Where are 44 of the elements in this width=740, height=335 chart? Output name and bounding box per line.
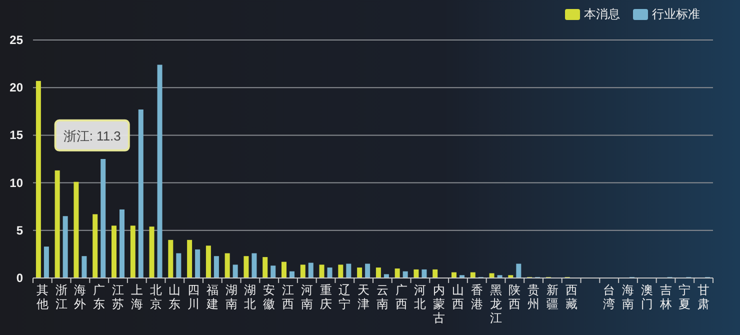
x-tick-label: 河南 — [300, 283, 313, 311]
x-tick-label: 贵州 — [528, 283, 540, 311]
legend-label: 行业标准 — [652, 7, 700, 21]
x-tick-label: 天津 — [358, 283, 370, 311]
y-tick-label: 5 — [16, 223, 24, 238]
x-tick-label: 新疆 — [546, 283, 558, 311]
x-tick-label: 吉林 — [658, 283, 672, 311]
x-tick-label: 宁夏 — [678, 283, 691, 311]
x-tick-label: 江苏 — [112, 283, 124, 311]
x-tick-label: 安徽 — [263, 283, 276, 311]
y-tick-label: 15 — [10, 128, 24, 142]
y-tick-label: 20 — [10, 80, 24, 95]
x-tick-label: 海外 — [74, 283, 86, 311]
x-tick-label: 甘肃 — [698, 283, 710, 311]
x-tick-label: 湖北 — [244, 283, 256, 311]
x-tick-label: 陕西 — [508, 283, 521, 311]
x-tick-label: 浙江 — [55, 283, 68, 311]
x-tick-label: 四川 — [188, 283, 200, 311]
x-tick-label: 香港 — [470, 283, 483, 311]
x-tick-label: 山东 — [168, 283, 181, 311]
x-tick-label: 其他 — [36, 283, 48, 311]
x-tick-label: 重庆 — [320, 283, 332, 311]
x-tick-label: 山西 — [452, 283, 464, 311]
x-tick-label: 辽宁 — [338, 283, 351, 311]
x-tick-label: 湖南 — [225, 283, 238, 311]
x-tick-label: 内蒙古 — [433, 283, 446, 325]
x-tick-label: 广西 — [395, 283, 408, 311]
x-tick-label: 云南 — [376, 283, 388, 311]
x-tick-label: 黑龙江 — [490, 283, 502, 325]
x-tick-label: 河北 — [414, 283, 426, 311]
x-tick-label: 福建 — [205, 283, 218, 311]
x-tick-label: 海南 — [622, 283, 634, 311]
x-tick-label: 江西 — [282, 283, 294, 311]
x-tick-label: 西藏 — [565, 283, 578, 311]
y-tick-label: 10 — [10, 176, 24, 190]
annotation: 浙江: 11.3 — [63, 128, 121, 144]
x-tick-label: 台湾 — [603, 283, 616, 311]
x-tick-label: 澳门 — [640, 283, 653, 311]
x-tick-label: 北京 — [150, 283, 162, 311]
y-tick-label: 25 — [10, 33, 24, 47]
y-tick-label: 0 — [16, 271, 24, 285]
x-tick-label: 广东 — [93, 283, 106, 311]
legend-label: 本消息 — [584, 7, 620, 21]
x-tick-label: 上海 — [130, 283, 143, 311]
